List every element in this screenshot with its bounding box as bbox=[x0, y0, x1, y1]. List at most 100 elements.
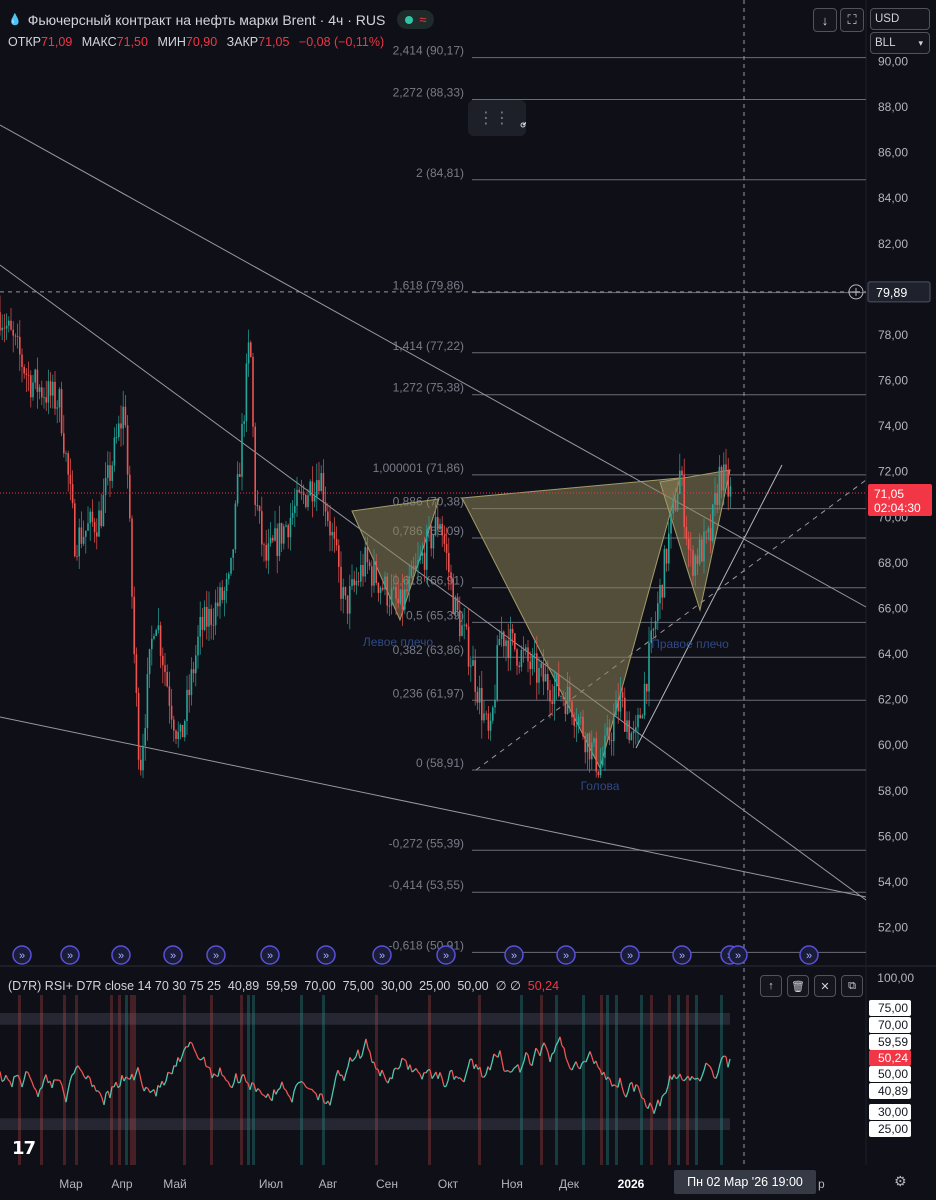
rsi-signal-column bbox=[300, 995, 303, 1165]
rsi-line-segment bbox=[1, 1079, 5, 1082]
rsi-line-segment bbox=[595, 1060, 599, 1068]
fib-level-label: 2,414 (90,17) bbox=[393, 44, 464, 58]
candle-body bbox=[503, 631, 505, 647]
candle-body bbox=[113, 437, 116, 466]
rsi-signal-column bbox=[555, 995, 558, 1165]
drag-handle-icon[interactable]: ⋮⋮ bbox=[478, 110, 510, 127]
rsi-line-segment bbox=[217, 1067, 221, 1077]
unit-select[interactable]: BLL ▾ bbox=[870, 32, 930, 54]
candle-body bbox=[296, 489, 298, 506]
candle-body bbox=[500, 631, 503, 639]
fullscreen-button[interactable]: ⛶ bbox=[840, 8, 864, 32]
rsi-line-segment bbox=[207, 1066, 211, 1069]
candle-body bbox=[239, 474, 241, 477]
rsi-line-segment bbox=[483, 1073, 487, 1078]
rsi-line-segment bbox=[475, 1064, 479, 1070]
event-marker-glyph: » bbox=[806, 950, 812, 962]
candle-body bbox=[14, 335, 17, 337]
symbol-title-row[interactable]: 💧 Фьючерсный контракт на нефть марки Bre… bbox=[8, 10, 435, 29]
candle-body bbox=[626, 720, 628, 732]
candle-body bbox=[366, 547, 369, 563]
candle-body bbox=[575, 725, 578, 727]
rsi-line-segment bbox=[567, 1062, 571, 1069]
data-wave-icon: ≈ bbox=[419, 12, 427, 27]
rsi-line-segment bbox=[411, 1070, 415, 1073]
rsi-line-segment bbox=[401, 1057, 405, 1060]
candle-body bbox=[729, 486, 732, 497]
bar-countdown-label: 02:04:30 bbox=[874, 501, 921, 515]
candle-body bbox=[628, 720, 630, 741]
event-marker-icon bbox=[12, 945, 32, 965]
rsi-line-segment bbox=[103, 1093, 107, 1105]
rsi-name[interactable]: (D7R) RSI+ D7R close 14 70 30 75 25 bbox=[8, 979, 221, 993]
candle-body bbox=[613, 715, 615, 742]
price-tick-label: 58,00 bbox=[878, 784, 908, 798]
close-value: 71,05 bbox=[258, 35, 290, 49]
gear-icon[interactable]: ⚙ bbox=[894, 1173, 907, 1189]
collapse-pane-button[interactable]: ✕ bbox=[814, 975, 836, 997]
candle-body bbox=[115, 437, 118, 439]
candle-body bbox=[201, 616, 204, 630]
candle-body bbox=[74, 503, 76, 557]
rsi-line-segment bbox=[721, 1055, 725, 1059]
candle-body bbox=[228, 573, 230, 580]
download-button[interactable]: ↓ bbox=[813, 8, 837, 32]
instrument-title[interactable]: Фьючерсный контракт на нефть марки Brent… bbox=[27, 11, 386, 28]
candle-body bbox=[236, 474, 239, 504]
candle-body bbox=[527, 647, 529, 662]
rsi-line-segment bbox=[193, 1048, 197, 1054]
chart-header: 💧 Фьючерсный контракт на нефть марки Bre… bbox=[0, 0, 936, 60]
event-marker-glyph: » bbox=[67, 950, 73, 962]
trendline-tool-icon[interactable] bbox=[520, 108, 526, 128]
price-tick-label: 60,00 bbox=[878, 738, 908, 752]
rsi-line-segment bbox=[0, 1071, 3, 1082]
candle-body bbox=[404, 589, 406, 610]
rsi-signal-column bbox=[640, 995, 643, 1165]
drawing-tool-widget[interactable]: ⋮⋮ bbox=[468, 100, 526, 136]
rsi-line-segment bbox=[435, 1071, 439, 1079]
candle-body bbox=[195, 655, 197, 674]
candle-body bbox=[544, 674, 547, 682]
event-marker-glyph: » bbox=[627, 950, 633, 962]
candle-body bbox=[124, 406, 127, 426]
event-marker-glyph: » bbox=[735, 950, 741, 962]
candle-body bbox=[289, 517, 292, 538]
candle-body bbox=[197, 636, 199, 656]
rsi-signal-column bbox=[322, 995, 325, 1165]
candle-body bbox=[558, 674, 560, 697]
close-icon: ✕ bbox=[820, 980, 830, 993]
candle-body bbox=[419, 555, 421, 560]
candle-body bbox=[181, 724, 184, 738]
candle-body bbox=[580, 716, 582, 718]
candle-body bbox=[23, 366, 25, 374]
rsi-signal-column bbox=[428, 995, 431, 1165]
candle-body bbox=[676, 493, 679, 511]
move-pane-up-button[interactable]: ↑ bbox=[760, 975, 782, 997]
rsi-line-segment bbox=[535, 1047, 539, 1052]
rsi-line-segment bbox=[723, 1055, 727, 1058]
rsi-signal-column bbox=[130, 995, 133, 1165]
rsi-line-segment bbox=[359, 1055, 363, 1059]
price-tick-label: 78,00 bbox=[878, 328, 908, 342]
price-tick-label: 68,00 bbox=[878, 556, 908, 570]
rsi-line-segment bbox=[317, 1093, 321, 1101]
time-crosshair-label: Пн 02 Мар '26 19:00 bbox=[674, 1170, 816, 1194]
rsi-line-segment bbox=[571, 1065, 575, 1071]
delete-pane-button[interactable]: 🗑 bbox=[787, 975, 809, 997]
rsi-line-segment bbox=[321, 1094, 325, 1103]
rsi-line-segment bbox=[465, 1067, 469, 1075]
fib-level-label: 1,272 (75,38) bbox=[393, 381, 464, 395]
candle-body bbox=[71, 484, 74, 504]
candle-body bbox=[0, 312, 1, 331]
market-status-pill[interactable]: ≈ bbox=[397, 10, 435, 29]
maximize-pane-button[interactable]: ⧉ bbox=[841, 975, 863, 997]
candle-body bbox=[309, 481, 311, 496]
candle-body bbox=[430, 526, 432, 549]
currency-select[interactable]: USD bbox=[870, 8, 930, 30]
rsi-line-segment bbox=[415, 1068, 419, 1073]
rsi-line-segment bbox=[631, 1082, 635, 1092]
candle-body bbox=[670, 513, 672, 534]
candle-body bbox=[703, 531, 705, 562]
rsi-line-segment bbox=[251, 1082, 255, 1085]
